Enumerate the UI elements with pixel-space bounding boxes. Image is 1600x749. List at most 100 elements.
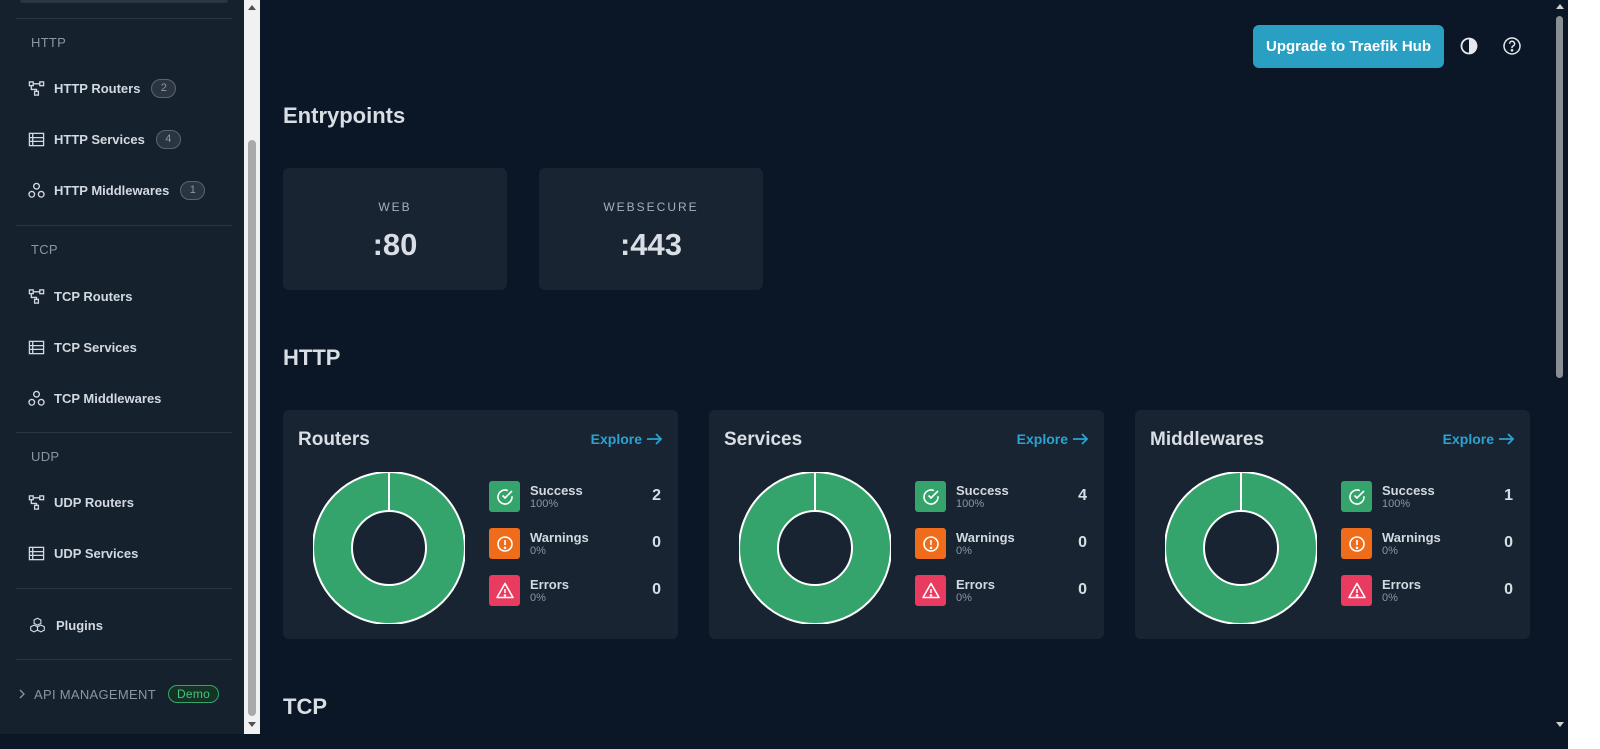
services-icon — [28, 132, 45, 146]
sidebar-divider — [16, 432, 232, 433]
sidebar-item-label: HTTP Middlewares — [54, 182, 170, 198]
explore-link[interactable]: Explore — [591, 431, 663, 447]
errors-count: 0 — [1504, 581, 1513, 598]
sidebar-item-label: Plugins — [56, 617, 103, 633]
status-donut-chart — [739, 472, 891, 624]
error-triangle-icon — [1341, 575, 1372, 606]
card-title: Routers — [298, 429, 370, 450]
sidebar-divider — [16, 18, 232, 19]
sidebar: HTTP HTTP Routers 2 HTTP Services 4 HTTP… — [0, 0, 244, 749]
warning-circle-icon — [915, 528, 946, 559]
count-badge: 4 — [155, 129, 181, 149]
arrow-right-icon — [1499, 433, 1515, 445]
errors-count: 0 — [1078, 581, 1087, 598]
sidebar-divider — [16, 659, 232, 660]
sidebar-item-plugins[interactable]: Plugins — [29, 611, 103, 639]
routers-icon — [28, 288, 45, 304]
errors-row: Errors 0% 0 — [1341, 575, 1513, 607]
status-donut-chart — [313, 472, 465, 624]
success-check-icon — [915, 481, 946, 512]
contrast-icon[interactable] — [1459, 36, 1479, 56]
sidebar-item-label: TCP Services — [54, 339, 137, 355]
sidebar-divider — [16, 588, 232, 589]
warnings-count: 0 — [1078, 534, 1087, 551]
middlewares-card: Middlewares Explore Success 100% 1 Warni… — [1135, 410, 1530, 639]
services-card: Services Explore Success 100% 4 Warnings… — [709, 410, 1104, 639]
success-label: Success — [1382, 483, 1435, 498]
donut-center — [777, 510, 853, 586]
success-row: Success 100% 1 — [1341, 481, 1513, 513]
entrypoint-card: WEBSECURE :443 — [539, 168, 763, 290]
sidebar-scrollbar[interactable] — [244, 0, 260, 734]
middlewares-icon — [28, 390, 45, 406]
explore-link[interactable]: Explore — [1443, 431, 1515, 447]
sidebar-item-label: TCP Routers — [54, 288, 133, 304]
sidebar-item-tcp-routers[interactable]: TCP Routers — [28, 282, 133, 310]
sidebar-item-label: TCP Middlewares — [54, 390, 162, 406]
warnings-label: Warnings — [956, 530, 1015, 545]
success-row: Success 100% 2 — [489, 481, 661, 513]
sidebar-item-http-services[interactable]: HTTP Services 4 — [28, 125, 181, 153]
scroll-up-arrow-icon[interactable] — [1556, 4, 1564, 9]
arrow-right-icon — [1073, 433, 1089, 445]
errors-label: Errors — [1382, 577, 1422, 592]
main-content: Upgrade to Traefik Hub Entrypoints WEB :… — [260, 0, 1551, 734]
warnings-label: Warnings — [530, 530, 589, 545]
sidebar-item-http-routers[interactable]: HTTP Routers 2 — [28, 74, 177, 102]
sidebar-item-http-middlewares[interactable]: HTTP Middlewares 1 — [28, 176, 206, 204]
entrypoint-name: WEB — [378, 200, 412, 214]
services-icon — [28, 546, 45, 560]
errors-percent: 0% — [956, 592, 972, 604]
success-percent: 100% — [956, 498, 985, 510]
warnings-count: 0 — [1504, 534, 1513, 551]
errors-row: Errors 0% 0 — [489, 575, 661, 607]
explore-link[interactable]: Explore — [1017, 431, 1089, 447]
scroll-down-arrow-icon[interactable] — [1556, 722, 1564, 727]
errors-label: Errors — [530, 577, 570, 592]
routers-icon — [28, 80, 45, 96]
middlewares-icon — [28, 182, 45, 198]
sidebar-divider — [16, 225, 232, 226]
sidebar-item-label: HTTP Routers — [54, 80, 141, 96]
entrypoint-port: :443 — [619, 227, 683, 262]
upgrade-button[interactable]: Upgrade to Traefik Hub — [1253, 25, 1444, 68]
warnings-row: Warnings 0% 0 — [915, 528, 1087, 560]
warnings-percent: 0% — [530, 545, 546, 557]
window-edge — [1568, 0, 1600, 749]
scroll-up-arrow-icon[interactable] — [248, 5, 256, 10]
sidebar-item-tcp-middlewares[interactable]: TCP Middlewares — [28, 384, 161, 412]
explore-label: Explore — [1016, 431, 1068, 447]
sidebar-item-tcp-services[interactable]: TCP Services — [28, 333, 137, 361]
warning-circle-icon — [489, 528, 520, 559]
plugins-cubes-icon — [30, 617, 45, 632]
warnings-count: 0 — [652, 534, 661, 551]
entrypoint-card: WEB :80 — [283, 168, 507, 290]
sidebar-section-tcp: TCP — [31, 242, 58, 257]
sidebar-item-label: HTTP Services — [54, 131, 145, 147]
scrollbar-thumb[interactable] — [1556, 16, 1563, 378]
arrow-right-icon — [647, 433, 663, 445]
success-percent: 100% — [1382, 498, 1411, 510]
api-management-toggle[interactable]: API MANAGEMENT Demo — [18, 684, 220, 704]
success-count: 2 — [652, 487, 661, 504]
scroll-down-arrow-icon[interactable] — [248, 722, 256, 727]
routers-card: Routers Explore Success 100% 2 Warnings … — [283, 410, 678, 639]
sidebar-item-label: UDP Services — [54, 545, 139, 561]
warnings-percent: 0% — [1382, 545, 1398, 557]
explore-label: Explore — [590, 431, 642, 447]
warnings-label: Warnings — [1382, 530, 1441, 545]
entrypoint-name: WEBSECURE — [603, 200, 699, 214]
main-scrollbar[interactable] — [1551, 0, 1568, 734]
errors-row: Errors 0% 0 — [915, 575, 1087, 607]
help-circle-icon[interactable] — [1502, 36, 1522, 56]
warnings-row: Warnings 0% 0 — [1341, 528, 1513, 560]
sidebar-item-udp-routers[interactable]: UDP Routers — [28, 488, 134, 516]
success-row: Success 100% 4 — [915, 481, 1087, 513]
sidebar-item-udp-services[interactable]: UDP Services — [28, 539, 138, 567]
scrollbar-thumb[interactable] — [248, 140, 256, 716]
chevron-right-icon — [19, 689, 25, 699]
sidebar-section-http: HTTP — [31, 35, 67, 50]
errors-percent: 0% — [1382, 592, 1398, 604]
card-title: Services — [724, 429, 803, 450]
